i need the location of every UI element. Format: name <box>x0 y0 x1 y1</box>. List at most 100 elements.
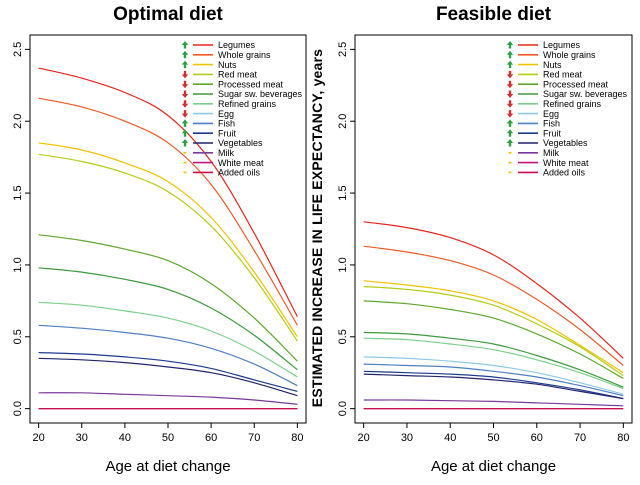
arrow-up-icon <box>181 139 189 147</box>
x-tick-label: 70 <box>248 432 260 444</box>
arrow-up-icon <box>181 119 189 127</box>
arrow-up-icon <box>506 139 514 147</box>
y-tick-label: 0.0 <box>337 401 349 416</box>
legend-label-nuts: Nuts <box>218 60 237 70</box>
series-line-refined-grains <box>363 337 624 390</box>
arrow-down-icon <box>181 100 189 108</box>
legend-label-added-oils: Added oils <box>218 168 261 178</box>
legend-label-egg: Egg <box>543 109 559 119</box>
arrow-down-icon <box>181 110 189 118</box>
x-tick-label: 40 <box>119 432 131 444</box>
legend-label-white-meat: White meat <box>218 158 264 168</box>
x-tick-label: 60 <box>205 432 217 444</box>
series-line-sugar-sw-beverages <box>38 267 298 371</box>
y-tick-label: 0.5 <box>337 329 349 344</box>
legend-label-whole-grains: Whole grains <box>543 50 596 60</box>
legend-label-sugar-sw-beverages: Sugar sw. beverages <box>543 89 628 99</box>
series-line-fruit <box>38 352 298 392</box>
panel-feasible: Feasible diet Age at diet change 20 30 40 5… <box>337 4 633 475</box>
arrow-down-icon <box>181 80 189 89</box>
arrow-down-icon <box>506 90 514 98</box>
legend-label-egg: Egg <box>218 109 234 119</box>
arrow-up-icon <box>506 41 514 49</box>
arrow-down-icon <box>181 70 189 79</box>
arrow-up-icon <box>181 41 189 49</box>
series-line-red-meat <box>363 285 624 377</box>
series-line-nuts <box>38 142 298 338</box>
series-line-milk <box>363 399 624 407</box>
arrow-up-icon <box>506 119 514 127</box>
legend-label-refined-grains: Refined grains <box>218 99 277 109</box>
y-tick-label: 2.0 <box>12 114 24 129</box>
legend-label-fish: Fish <box>218 119 235 129</box>
legend-label-legumes: Legumes <box>543 40 581 50</box>
panel-optimal: Optimal diet Age at diet change 20 30 40 50… <box>12 4 307 475</box>
arrow-up-icon <box>181 60 189 69</box>
series-line-whole-grains <box>38 97 298 326</box>
x-tick-label: 60 <box>531 432 543 444</box>
x-axis-label-feasible: Age at diet change <box>431 458 556 475</box>
y-axis-label-shared: ESTIMATED INCREASE IN LIFE EXPECTANCY, y… <box>309 49 325 407</box>
y-tick-label: 1.5 <box>337 185 349 200</box>
chart-title-optimal: Optimal diet <box>113 4 223 25</box>
series-line-processed-meat <box>363 300 624 380</box>
series-line-vegetables <box>38 357 298 397</box>
arrow-down-icon <box>181 90 189 98</box>
y-tick-label: 2.5 <box>12 42 24 57</box>
chart-title-feasible: Feasible diet <box>436 4 552 25</box>
x-tick-label: 80 <box>617 432 629 444</box>
series-line-red-meat <box>38 153 298 342</box>
y-tick-label: 1.0 <box>337 257 349 272</box>
x-tick-label: 30 <box>401 432 413 444</box>
x-tick-label: 70 <box>574 432 586 444</box>
x-tick-label: 20 <box>358 432 370 444</box>
legend-label-nuts: Nuts <box>543 60 562 70</box>
x-tick-label: 40 <box>444 432 456 444</box>
legend-label-processed-meat: Processed meat <box>543 79 609 89</box>
legend-label-milk: Milk <box>218 148 234 158</box>
legend-label-milk: Milk <box>543 148 559 158</box>
axes-optimal: 20 30 40 50 60 70 80 0.0 0.5 1.0 1.5 2.0 2.5 <box>12 42 304 444</box>
legend-label-added-oils: Added oils <box>543 168 586 178</box>
series-line-legumes <box>363 221 624 359</box>
arrow-down-icon <box>506 100 514 108</box>
x-tick-label: 30 <box>76 432 88 444</box>
legend-label-sugar-sw-beverages: Sugar sw. beverages <box>218 89 303 99</box>
legend-label-white-meat: White meat <box>543 158 589 168</box>
legend-label-fish: Fish <box>543 119 560 129</box>
series-line-milk <box>38 392 298 405</box>
arrow-up-icon <box>506 50 514 59</box>
arrow-up-icon <box>506 60 514 69</box>
legend-label-processed-meat: Processed meat <box>218 79 284 89</box>
legend-label-whole-grains: Whole grains <box>218 50 271 60</box>
series-lines-feasible <box>363 221 624 410</box>
legend-label-vegetables: Vegetables <box>543 138 588 148</box>
arrow-down-icon <box>506 70 514 79</box>
y-tick-label: 2.5 <box>337 42 349 57</box>
x-tick-label: 80 <box>291 432 303 444</box>
legend-label-red-meat: Red meat <box>218 70 258 80</box>
series-line-vegetables <box>363 373 624 400</box>
y-tick-label: 1.5 <box>12 185 24 200</box>
series-line-whole-grains <box>363 245 624 366</box>
series-line-refined-grains <box>38 301 298 378</box>
series-line-fish <box>363 363 624 397</box>
series-line-egg <box>363 356 624 395</box>
legend-label-red-meat: Red meat <box>543 70 583 80</box>
legend-label-legumes: Legumes <box>218 40 256 50</box>
y-tick-label: 0.0 <box>12 401 24 416</box>
x-axis-label-optimal: Age at diet change <box>105 458 230 475</box>
series-line-sugar-sw-beverages <box>363 331 624 388</box>
series-line-fruit <box>363 370 624 400</box>
legend-label-vegetables: Vegetables <box>218 138 263 148</box>
arrow-up-icon <box>181 50 189 59</box>
x-tick-label: 20 <box>33 432 45 444</box>
arrow-up-icon <box>506 129 514 137</box>
series-lines-optimal <box>38 67 298 410</box>
y-tick-label: 2.0 <box>337 114 349 129</box>
series-line-nuts <box>363 280 624 374</box>
